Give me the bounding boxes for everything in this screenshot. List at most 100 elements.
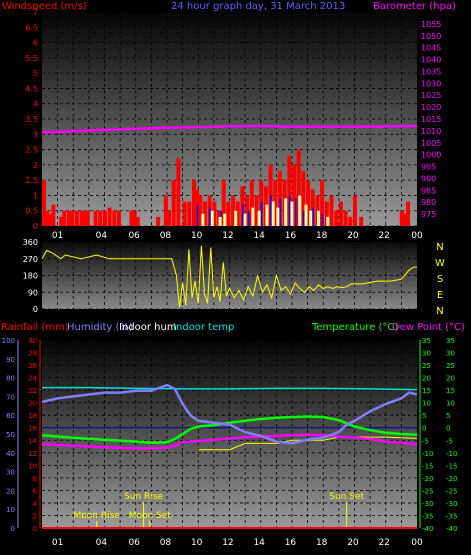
barometer-tick-label: 1050 [421,32,441,41]
barometer-tick-label: 985 [421,186,436,195]
rainfall-tick-label: 30 [28,337,37,345]
humidity-tick-label: 20 [6,487,15,495]
windspeed-tick-label: 3.5 [25,115,38,124]
dew-point-tick-label: -25 [446,487,457,495]
compass-label: N [436,242,443,253]
annotation-label: Sun Rise [124,492,163,502]
windspeed-bar [82,210,87,226]
wind-time-tick-label: 12 [222,231,233,241]
temperature-tick-label: -20 [422,475,433,483]
temperature-tick-label: -10 [422,450,433,458]
windspeed-bar [67,210,71,226]
windspeed-bar [85,210,90,226]
average-wind-bar [271,201,275,226]
temperature-time-tick-label: 22 [378,538,389,548]
gust-bar [270,195,272,226]
barometer-tick-label: 1040 [421,56,441,65]
windspeed-bar [221,180,226,226]
wind-time-tick-label: 08 [160,231,172,241]
windspeed-bar [48,213,53,226]
windspeed-bar [167,210,171,226]
rainfall-tick-label: 24 [28,375,37,383]
temperature-tick-label: 20 [422,375,431,383]
temperature-time-tick-label: 06 [128,538,140,548]
barometer-tick-label: 1030 [421,79,441,88]
windspeed-bar [287,155,292,226]
rainfall-tick-label: 2 [33,512,37,520]
barometer-axis-title: Barometer (hpa) [373,1,456,12]
rainfall-legend: Rainfall (mm) [1,322,69,333]
windspeed-tick-label: 0 [33,222,38,231]
barometer-tick-label: 975 [421,210,436,219]
windspeed-bar [296,149,301,226]
windspeed-bar [74,210,79,226]
indoor-humidity-legend: Indoor hum [119,322,177,333]
temperature-time-tick-label: 12 [222,538,233,548]
windspeed-tick-label: 6.5 [25,23,38,32]
temperature-axis-ticks: 35 35 30 30 25 25 20 20 15 15 10 10 5 5 0 0 -5 -5 -10 -10 -1… [422,337,457,533]
annotation-label: Moon Set [129,511,172,521]
humidity-tick-label: 30 [6,469,15,477]
windspeed-bar [107,207,112,226]
rainfall-tick-label: 10 [28,462,37,470]
compass-label: W [435,258,445,269]
windspeed-bar [129,210,134,226]
windspeed-bar [176,158,181,226]
barometer-tick-label: 1005 [421,139,441,148]
windspeed-bar [198,195,203,226]
direction-tick-label: 360 [23,238,38,247]
dew-point-tick-label: -10 [446,450,457,458]
windspeed-bar [226,201,231,226]
windspeed-bar [306,180,311,226]
wind-time-tick-label: 04 [96,231,108,241]
annotation-label: Sun Set [329,492,364,502]
average-wind-bar [276,207,280,226]
direction-tick-label: 180 [23,272,38,281]
dew-point-line [41,433,418,450]
windspeed-bar [329,195,334,226]
chart-title: 24 hour graph day, 31 March 2013 [171,1,345,12]
windspeed-tick-label: 5 [33,69,38,78]
gust-bar [295,198,297,226]
windspeed-bar [182,201,187,226]
temperature-tick-label: -35 [422,512,433,520]
windspeed-bar [402,213,407,226]
average-wind-bar [243,213,247,226]
average-wind-bar [290,201,294,226]
windspeed-bar [245,195,250,226]
windspeed-bar [70,210,75,226]
average-wind-bar [223,213,227,226]
direction-panel-grid [42,241,417,310]
humidity-tick-label: 0 [11,525,15,533]
windspeed-bar [310,189,315,226]
windspeed-bar [301,170,306,226]
windspeed-tick-label: 0.5 [25,207,38,216]
windspeed-bar [273,180,278,226]
average-wind-bar [265,204,269,226]
windspeed-bar [212,201,217,226]
dew-point-legend: Dew Point (°C) [392,322,465,333]
wind-time-tick-label: 10 [191,231,203,241]
temperature-time-tick-label: 04 [96,538,108,548]
gust-bar [279,198,281,226]
temperature-time-tick-label: 16 [285,538,297,548]
rainfall-tick-label: 6 [33,487,38,495]
indoor-temperature-line [42,386,418,391]
windspeed-bar [132,210,137,226]
windspeed-bar [359,216,364,226]
humidity-tick-label: 50 [6,431,15,439]
rainfall-tick-label: 28 [28,350,37,358]
average-wind-bar [326,216,330,226]
annotation-label: Moon Rise [74,511,121,521]
windspeed-bar [348,216,353,226]
wind-time-tick-label: 22 [378,231,389,241]
windspeed-bar [192,180,196,226]
rainfall-tick-label: 22 [28,387,37,395]
temperature-tick-label: -30 [422,500,433,508]
compass-label: S [437,274,443,285]
windspeed-bar [352,195,357,226]
barometer-tick-label: 1035 [421,67,441,76]
rainfall-tick-label: 14 [28,437,37,445]
temperature-time-tick-label: 20 [347,538,359,548]
